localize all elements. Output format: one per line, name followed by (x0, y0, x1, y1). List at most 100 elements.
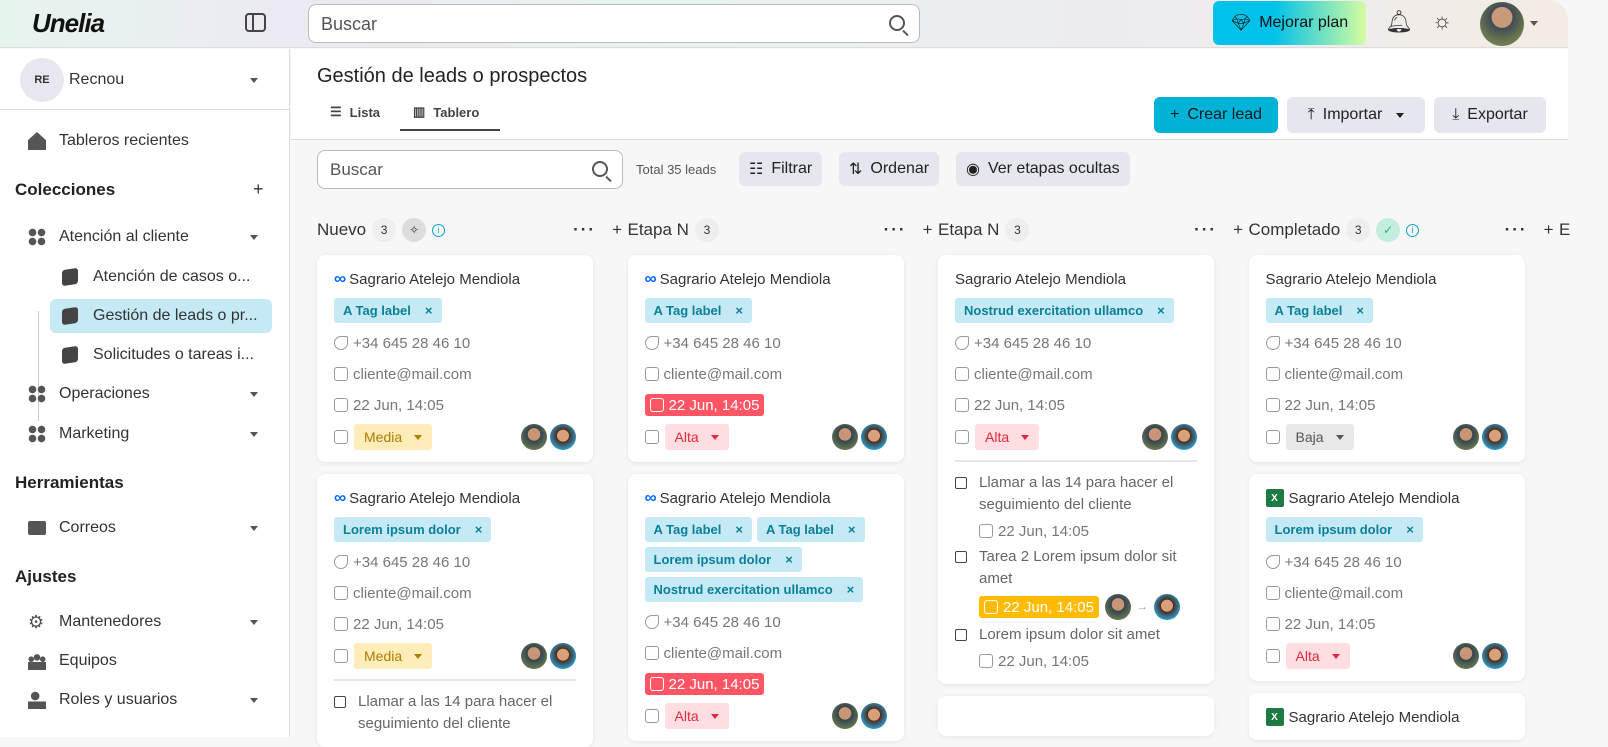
logo[interactable]: Unelia (32, 8, 105, 38)
import-button[interactable]: ⤒ Importar (1287, 97, 1425, 133)
column-menu-icon[interactable]: ··· (883, 220, 907, 239)
sidebar-item-operaciones[interactable]: Operaciones (28, 379, 258, 409)
email[interactable]: cliente@mail.com (663, 365, 783, 383)
column-menu-icon[interactable]: ··· (573, 220, 597, 239)
expand-icon[interactable] (644, 430, 659, 444)
sidebar-item-marketing[interactable]: Marketing (28, 419, 258, 449)
expand-icon[interactable] (334, 430, 348, 444)
sidebar-toggle-icon[interactable] (245, 13, 266, 32)
remove-tag-icon[interactable]: × (1406, 522, 1414, 537)
theme-sun-icon[interactable]: ☼ (1432, 8, 1453, 33)
priority-dropdown[interactable]: Media (354, 643, 433, 669)
avatar[interactable] (550, 424, 576, 450)
filter-button[interactable]: ☷ Filtrar (739, 152, 823, 186)
remove-tag-icon[interactable]: × (846, 582, 855, 597)
lead-card[interactable]: Sagrario Atelejo Mendiola A Tag label × +34… (1248, 255, 1525, 462)
lead-card[interactable] (938, 696, 1214, 736)
lead-name[interactable]: Sagrario Atelejo Mendiola (659, 489, 831, 507)
email[interactable]: cliente@mail.com (353, 365, 472, 383)
lead-name[interactable]: Sagrario Atelejo Mendiola (1265, 270, 1437, 288)
expand-icon[interactable] (644, 709, 659, 723)
avatar[interactable] (521, 424, 547, 450)
avatar[interactable] (860, 703, 887, 729)
remove-tag-icon[interactable]: × (735, 303, 743, 318)
board-item-atencion-casos[interactable]: Atención de casos o... (50, 260, 272, 294)
expand-icon[interactable] (955, 430, 969, 444)
board-item-gestion-leads[interactable]: Gestión de leads o pr... (50, 299, 272, 333)
board-item-solicitudes[interactable]: Solicitudes o tareas i... (50, 338, 272, 372)
export-button[interactable]: ⤓ Exportar (1434, 97, 1546, 133)
lead-name[interactable]: Sagrario Atelejo Mendiola (349, 489, 521, 507)
remove-tag-icon[interactable]: × (424, 303, 433, 318)
task-checkbox[interactable] (334, 696, 346, 708)
column-menu-icon[interactable]: ··· (1504, 220, 1528, 239)
avatar[interactable] (860, 424, 887, 450)
priority-dropdown[interactable]: Alta (1285, 643, 1350, 669)
avatar[interactable] (1452, 643, 1479, 669)
priority-dropdown[interactable]: Alta (664, 703, 729, 729)
bell-icon[interactable]: 🔔︎ (1385, 9, 1413, 34)
lead-card[interactable]: X Sagrario Atelejo Mendiola (1248, 693, 1525, 740)
task-checkbox[interactable] (955, 629, 967, 641)
avatar[interactable] (550, 643, 576, 669)
lead-card[interactable]: ∞ Sagrario Atelejo Mendiola A Tag label × +3… (627, 255, 904, 462)
tab-lista[interactable]: ☰ Lista (330, 104, 380, 120)
create-lead-button[interactable]: + Crear lead (1154, 97, 1278, 133)
priority-dropdown[interactable]: Baja (1285, 424, 1354, 450)
avatar[interactable] (1481, 643, 1508, 669)
remove-tag-icon[interactable]: × (847, 522, 856, 537)
avatar[interactable] (1142, 424, 1168, 450)
sidebar-item-correos[interactable]: Correos (28, 513, 258, 543)
avatar[interactable] (831, 424, 858, 450)
info-icon[interactable]: i (1406, 223, 1420, 237)
avatar[interactable] (1171, 424, 1197, 450)
remove-tag-icon[interactable]: × (474, 522, 483, 537)
leads-search-input[interactable]: Buscar (317, 150, 623, 189)
add-column-icon[interactable]: + (1233, 220, 1243, 239)
priority-dropdown[interactable]: Alta (975, 424, 1040, 450)
add-column-icon[interactable]: + (612, 220, 622, 239)
expand-icon[interactable] (1265, 430, 1280, 444)
remove-tag-icon[interactable]: × (785, 552, 793, 567)
remove-tag-icon[interactable]: × (1157, 303, 1165, 318)
tab-tablero[interactable]: ▥ Tablero (413, 104, 479, 120)
remove-tag-icon[interactable]: × (735, 522, 743, 537)
remove-tag-icon[interactable]: × (1356, 303, 1364, 318)
column-menu-icon[interactable]: ··· (1194, 220, 1218, 239)
email[interactable]: cliente@mail.com (1284, 365, 1404, 383)
sidebar-item-roles[interactable]: Roles y usuarios (28, 685, 258, 715)
avatar[interactable] (1153, 594, 1180, 620)
priority-dropdown[interactable]: Alta (664, 424, 729, 450)
lead-card[interactable]: ∞ Sagrario Atelejo Mendiola Lorem ipsum do… (317, 474, 593, 747)
search-icon[interactable] (889, 15, 905, 31)
user-menu-caret-icon[interactable] (1530, 21, 1538, 26)
sort-button[interactable]: ⇅ Ordenar (839, 152, 940, 186)
email[interactable]: cliente@mail.com (1284, 584, 1404, 602)
add-collection-icon[interactable]: + (253, 179, 264, 199)
check-icon[interactable]: ✓ (1376, 218, 1401, 242)
task-checkbox[interactable] (955, 477, 967, 489)
add-column-icon[interactable]: + (922, 220, 933, 239)
lead-name[interactable]: Sagrario Atelejo Mendiola (955, 270, 1126, 288)
email[interactable]: cliente@mail.com (353, 584, 472, 602)
sidebar-item-recent-boards[interactable]: Tableros recientes (28, 126, 258, 156)
global-search-input[interactable]: Buscar (308, 4, 920, 43)
task-checkbox[interactable] (955, 551, 967, 563)
priority-dropdown[interactable]: Media (354, 424, 433, 450)
sidebar-item-atencion[interactable]: Atención al cliente (28, 222, 258, 252)
avatar[interactable] (521, 643, 547, 669)
expand-icon[interactable] (334, 649, 348, 663)
lead-card[interactable]: ∞ Sagrario Atelejo Mendiola A Tag label × A … (627, 474, 904, 741)
avatar[interactable] (1452, 424, 1479, 450)
add-column-icon[interactable]: + (1543, 220, 1554, 239)
info-icon[interactable]: i (432, 223, 446, 237)
workspace-selector[interactable]: RE Recnou (20, 57, 270, 103)
lead-name[interactable]: Sagrario Atelejo Mendiola (659, 270, 831, 288)
sidebar-item-mantenedores[interactable]: ⚙ Mantenedores (28, 607, 258, 637)
lead-card[interactable]: ∞ Sagrario Atelejo Mendiola A Tag label × +3… (317, 255, 593, 462)
lead-name[interactable]: Sagrario Atelejo Mendiola (1288, 489, 1460, 507)
user-avatar[interactable] (1480, 2, 1524, 46)
expand-icon[interactable] (1265, 649, 1280, 663)
sparkle-icon[interactable]: ✧ (402, 218, 427, 242)
lead-name[interactable]: Sagrario Atelejo Mendiola (1288, 708, 1460, 726)
